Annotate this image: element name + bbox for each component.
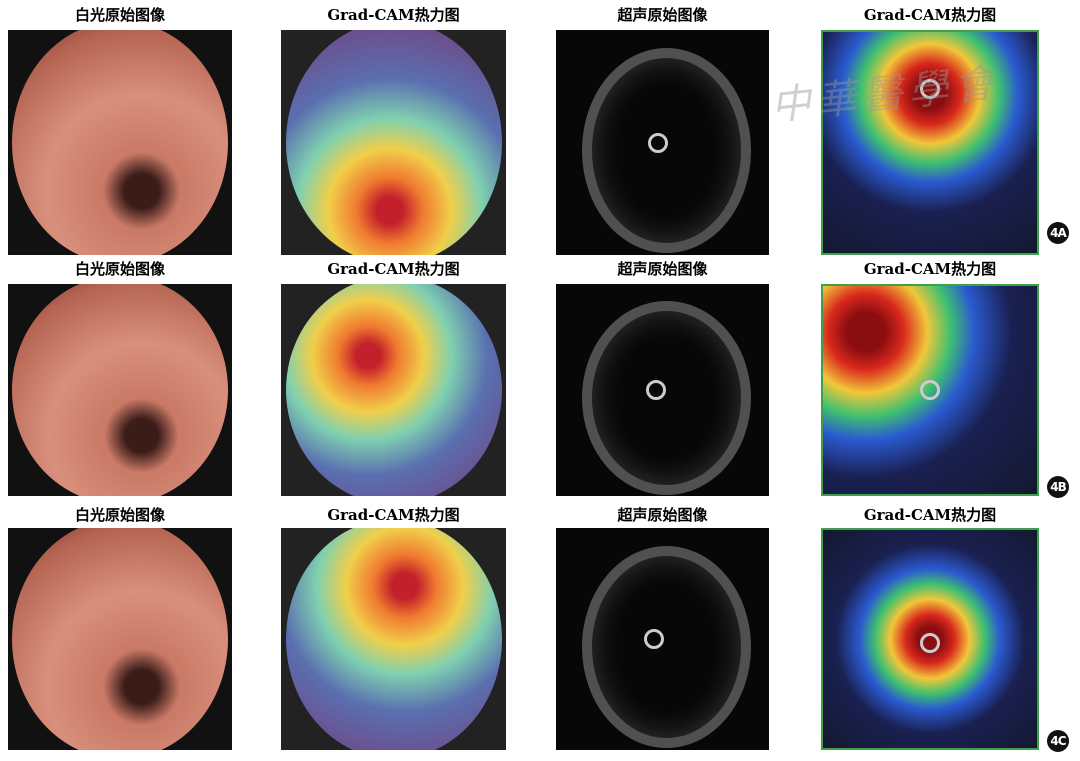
panel-image	[8, 284, 232, 496]
panel-image	[556, 30, 769, 255]
panel-image	[8, 528, 232, 750]
panel-title: 超声原始图像	[617, 506, 708, 524]
panel-title: Grad-CAM热力图	[863, 260, 997, 278]
panel-image	[556, 528, 769, 750]
panel-title: Grad-CAM热力图	[327, 506, 460, 524]
panel-title: 白光原始图像	[74, 506, 165, 524]
panel-image	[281, 528, 506, 750]
panel-title: 超声原始图像	[617, 260, 708, 278]
panel-title: Grad-CAM热力图	[863, 506, 997, 524]
panel-title: 白光原始图像	[74, 6, 165, 24]
panel-image	[821, 284, 1039, 496]
panel-title: 超声原始图像	[617, 6, 708, 24]
row-label: 4A	[1047, 222, 1069, 244]
panel-image	[281, 284, 506, 496]
panel-image	[821, 528, 1039, 750]
panel-image	[281, 30, 506, 255]
row-label: 4B	[1047, 476, 1069, 498]
row-label: 4C	[1047, 730, 1069, 752]
panel-title: Grad-CAM热力图	[327, 260, 460, 278]
panel-image	[821, 30, 1039, 255]
panel-title: Grad-CAM热力图	[327, 6, 460, 24]
panel-title: 白光原始图像	[74, 260, 165, 278]
panel-image	[8, 30, 232, 255]
panel-title: Grad-CAM热力图	[863, 6, 997, 24]
panel-image	[556, 284, 769, 496]
